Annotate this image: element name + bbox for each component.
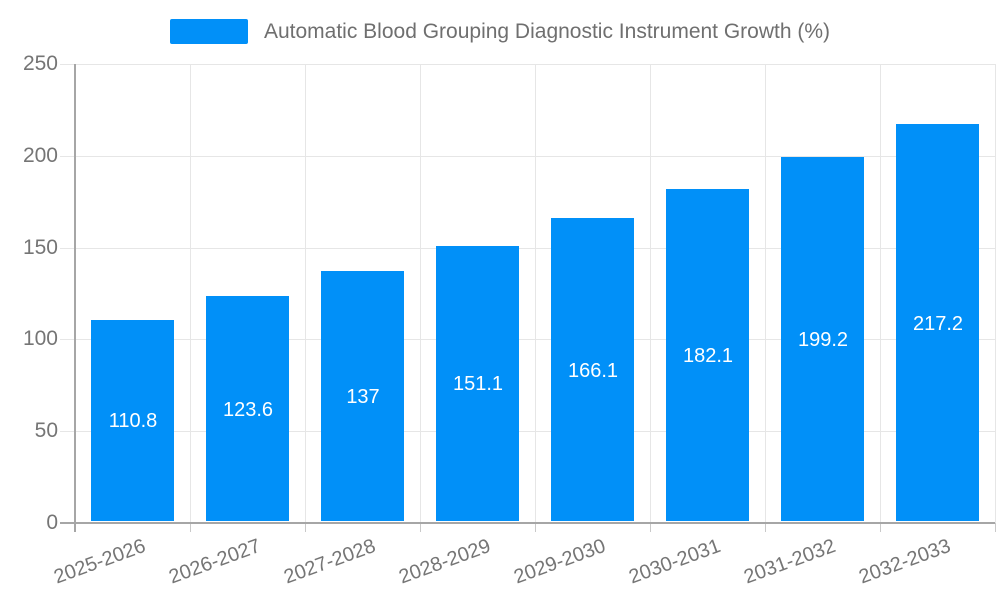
x-axis-tick <box>765 523 766 532</box>
bar <box>321 271 404 521</box>
bar-value-label: 166.1 <box>567 360 619 382</box>
y-axis-line <box>74 64 76 532</box>
x-axis-tick <box>190 523 191 532</box>
x-axis-tick <box>880 523 881 532</box>
x-axis-tick <box>535 523 536 532</box>
bar-value-label: 182.1 <box>682 345 734 367</box>
bar <box>781 157 864 521</box>
bar <box>896 124 979 521</box>
gridline-vertical <box>535 64 536 523</box>
y-axis-tick-label: 0 <box>46 511 58 534</box>
y-axis-tick-label: 150 <box>22 236 58 259</box>
gridline-horizontal <box>60 248 995 249</box>
gridline-vertical <box>650 64 651 523</box>
bar <box>666 189 749 521</box>
gridline-horizontal <box>60 156 995 157</box>
y-axis-tick-label: 200 <box>22 144 58 167</box>
gridline-vertical <box>765 64 766 523</box>
bar-value-label: 123.6 <box>222 399 274 421</box>
legend-label: Automatic Blood Grouping Diagnostic Inst… <box>263 20 831 43</box>
gridline-vertical <box>305 64 306 523</box>
x-axis-tick <box>305 523 306 532</box>
x-axis-tick <box>650 523 651 532</box>
y-axis-tick-label: 50 <box>34 419 58 442</box>
bar <box>91 320 174 521</box>
bar-value-label: 137 <box>346 386 380 408</box>
x-axis-tick <box>420 523 421 532</box>
y-axis-tick-label: 100 <box>22 327 58 350</box>
gridline-vertical <box>880 64 881 523</box>
gridline-horizontal <box>60 64 995 65</box>
bar <box>436 246 519 521</box>
bar <box>551 218 634 521</box>
bar-value-label: 110.8 <box>108 410 158 432</box>
x-axis-tick <box>995 523 996 532</box>
gridline-horizontal <box>60 431 995 432</box>
gridline-vertical <box>420 64 421 523</box>
x-axis-line <box>60 522 995 524</box>
chart-legend[interactable]: Automatic Blood Grouping Diagnostic Inst… <box>0 19 1000 44</box>
bar-value-label: 199.2 <box>797 329 849 351</box>
gridline-horizontal <box>60 339 995 340</box>
legend-swatch <box>169 19 248 44</box>
bar-value-label: 217.2 <box>912 313 964 335</box>
bar-value-label: 151.1 <box>452 373 504 395</box>
bar <box>206 296 289 521</box>
gridline-vertical <box>190 64 191 523</box>
y-axis-tick-label: 250 <box>22 52 58 75</box>
gridline-vertical <box>995 64 996 523</box>
